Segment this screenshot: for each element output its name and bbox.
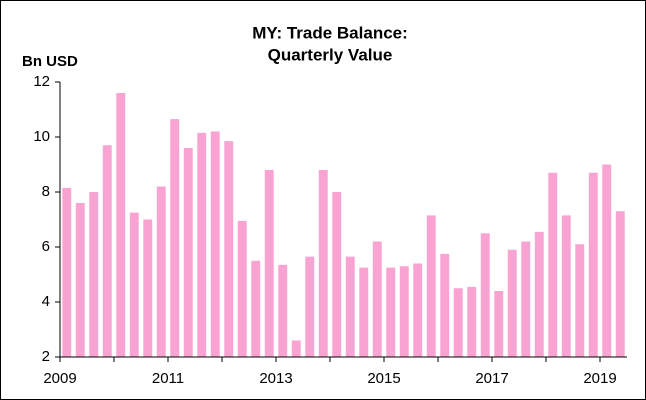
y-tick-label: 4 (42, 293, 50, 310)
bar (359, 267, 369, 357)
bar (305, 256, 315, 357)
bar (224, 141, 234, 357)
bar (75, 203, 85, 357)
bar (413, 263, 423, 357)
bar (264, 170, 274, 357)
chart-title: MY: Trade Balance: (252, 23, 408, 42)
bar (318, 170, 328, 357)
x-tick-label: 2019 (583, 370, 616, 387)
bar (102, 145, 112, 357)
bar (156, 186, 166, 357)
bar (467, 286, 477, 357)
bar (386, 267, 396, 357)
x-tick-label: 2011 (152, 370, 184, 387)
bar (237, 220, 247, 357)
y-tick-label: 2 (42, 348, 50, 365)
bar (183, 148, 193, 357)
y-tick-label: 6 (42, 238, 50, 255)
x-tick-label: 2013 (259, 370, 292, 387)
bar (143, 219, 153, 357)
bar (197, 132, 207, 357)
bar (399, 266, 409, 357)
bar (588, 172, 598, 357)
bar (62, 187, 72, 357)
y-tick-label: 8 (42, 183, 50, 200)
bar (345, 256, 355, 357)
bar (575, 244, 585, 357)
bar (494, 291, 504, 357)
bar (116, 93, 126, 357)
y-tick-label: 10 (33, 128, 50, 145)
bar (332, 192, 342, 357)
x-tick-label: 2017 (475, 370, 508, 387)
y-tick-label: 12 (33, 73, 50, 90)
bar (372, 241, 382, 357)
bar (426, 215, 436, 357)
bar (521, 241, 531, 357)
bar (440, 253, 450, 357)
bar (291, 340, 301, 357)
y-axis-label: Bn USD (22, 53, 78, 70)
bar (507, 249, 517, 357)
bar (453, 288, 463, 357)
bar (251, 260, 261, 357)
bar (615, 211, 625, 357)
bar (561, 215, 571, 357)
bar (534, 231, 544, 357)
bar (480, 233, 490, 357)
bar (278, 264, 288, 357)
bar (129, 212, 139, 357)
bar (170, 119, 180, 357)
chart-title: Quarterly Value (268, 45, 393, 64)
bar (210, 131, 220, 357)
bar (602, 164, 612, 357)
x-tick-label: 2009 (43, 370, 76, 387)
bar (89, 192, 99, 357)
x-tick-label: 2015 (367, 370, 400, 387)
bar (548, 172, 558, 357)
